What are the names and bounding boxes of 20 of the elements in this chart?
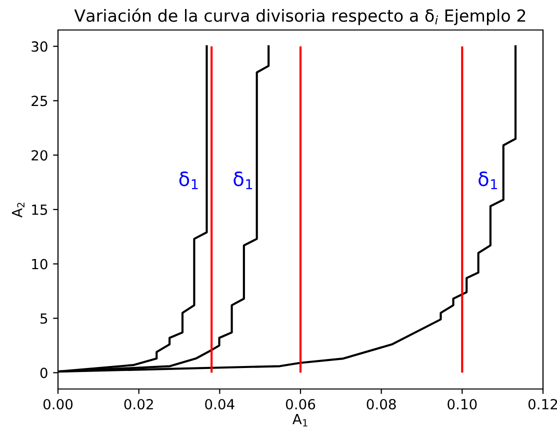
x-tick-label: 0.00: [43, 398, 73, 410]
x-tick-label: 0.12: [528, 398, 557, 410]
y-tick-label: 20: [32, 150, 48, 161]
y-tick-label: 25: [32, 96, 48, 106]
x-axis-title: A$_{1}$: [292, 414, 308, 426]
annotation: δ$_{1}$: [179, 172, 198, 190]
annotation: δ$_{1}$: [478, 172, 497, 190]
y-tick-label: 10: [32, 258, 48, 270]
y-tick-label: 0: [40, 368, 48, 378]
y-tick-label: 5: [40, 313, 48, 324]
y-tick-label: 15: [32, 204, 48, 215]
x-tick-label: 0.04: [205, 398, 234, 410]
y-tick-label: 30: [32, 41, 48, 52]
x-tick-label: 0.06: [286, 398, 316, 410]
chart-title: Variación de la curva divisoria respecto a δ$_{i}$ Ejemplo 2: [74, 8, 526, 26]
x-tick-label: 0.10: [448, 398, 477, 410]
x-tick-label: 0.08: [366, 398, 396, 410]
x-tick-label: 0.02: [124, 398, 153, 410]
y-axis-title: A$_{2}$: [12, 202, 24, 218]
annotation: δ$_{1}$: [234, 172, 252, 190]
